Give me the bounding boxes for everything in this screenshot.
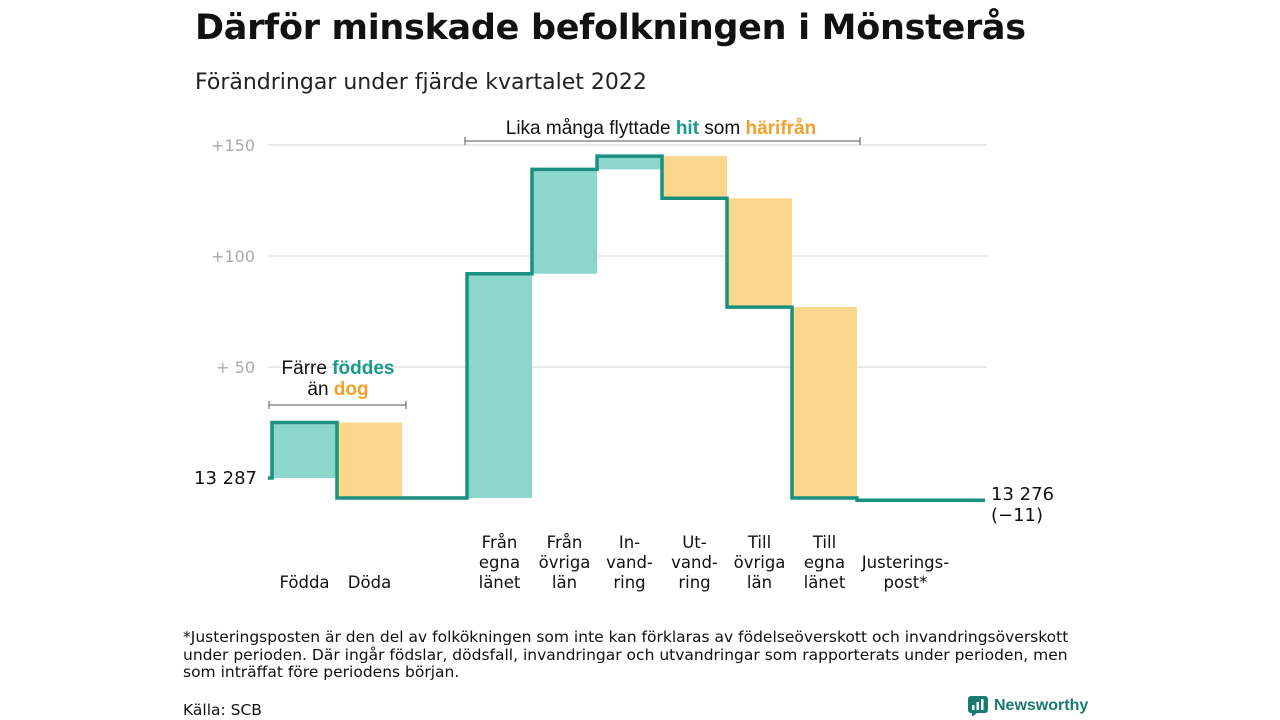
annotation-text: Färre <box>282 358 333 379</box>
category-label: In- <box>619 533 640 552</box>
waterfall-chart: + 50 +100 +150 13 287 13 276(−11) Födda Döda Fr… <box>194 118 1054 592</box>
annotation-text: som <box>699 118 745 139</box>
category-label: ring <box>678 573 710 592</box>
waterfall-bar <box>662 156 727 199</box>
footnote: *Justeringsposten är den del av folkökni… <box>183 628 1069 681</box>
category-label: Ut- <box>682 533 707 552</box>
category-label: Från <box>547 533 583 552</box>
category-label: vand- <box>671 553 718 572</box>
chart-title: Därför minskade befolkningen i Mönsterås <box>195 8 1026 48</box>
category-label: Justerings- <box>861 553 949 572</box>
end-value-label: 13 276 <box>991 484 1054 505</box>
category-label: Till <box>812 533 836 552</box>
chart-subtitle: Förändringar under fjärde kvartalet 2022 <box>195 70 647 95</box>
annotation-highlight: härifrån <box>745 118 816 139</box>
migration-annotation: Lika många flyttade hit som härifrån <box>506 118 816 139</box>
annotation-highlight: hit <box>676 118 700 139</box>
category-label: länet <box>479 573 521 592</box>
waterfall-bar <box>597 156 662 170</box>
bar-chart-logo-icon <box>968 696 988 716</box>
category-label: egna <box>479 553 520 572</box>
category-label: egna <box>804 553 845 572</box>
category-label: län <box>552 573 577 592</box>
end-change-label: (−11) <box>991 505 1043 526</box>
category-label: Till <box>747 533 771 552</box>
category-label: län <box>747 573 772 592</box>
y-tick-label: +150 <box>211 136 255 155</box>
annotation-highlight-harifran: dog <box>334 379 369 400</box>
cumulative-step-line <box>268 154 985 502</box>
category-label: länet <box>804 573 846 592</box>
y-tick-label: + 50 <box>216 358 255 377</box>
category-label: övriga <box>734 553 786 572</box>
waterfall-bar <box>727 198 792 308</box>
births-annotation-line2: än dog <box>307 379 368 400</box>
y-tick-label: +100 <box>211 247 255 266</box>
annotation-text: än <box>307 379 333 400</box>
category-label: post* <box>884 573 928 592</box>
births-annotation-line1: Färre föddes <box>282 358 395 379</box>
waterfall-bar <box>532 169 597 274</box>
newsworthy-brand[interactable]: Newsworthy <box>968 696 1088 716</box>
annotation-highlight-hit: föddes <box>332 358 394 379</box>
category-label: övriga <box>539 553 591 572</box>
category-label: ring <box>613 573 645 592</box>
source-note: Källa: SCB <box>183 701 262 719</box>
start-value-label: 13 287 <box>194 468 257 489</box>
category-label: Födda <box>279 573 329 592</box>
brand-name: Newsworthy <box>994 697 1089 714</box>
waterfall-bar <box>337 422 402 498</box>
waterfall-bar <box>272 422 337 478</box>
category-label: vand- <box>606 553 653 572</box>
category-label: Döda <box>348 573 391 592</box>
waterfall-bar <box>467 273 532 498</box>
annotation-text: Lika många flyttade <box>506 118 676 139</box>
waterfall-bar <box>792 307 857 498</box>
category-label: Från <box>482 533 518 552</box>
